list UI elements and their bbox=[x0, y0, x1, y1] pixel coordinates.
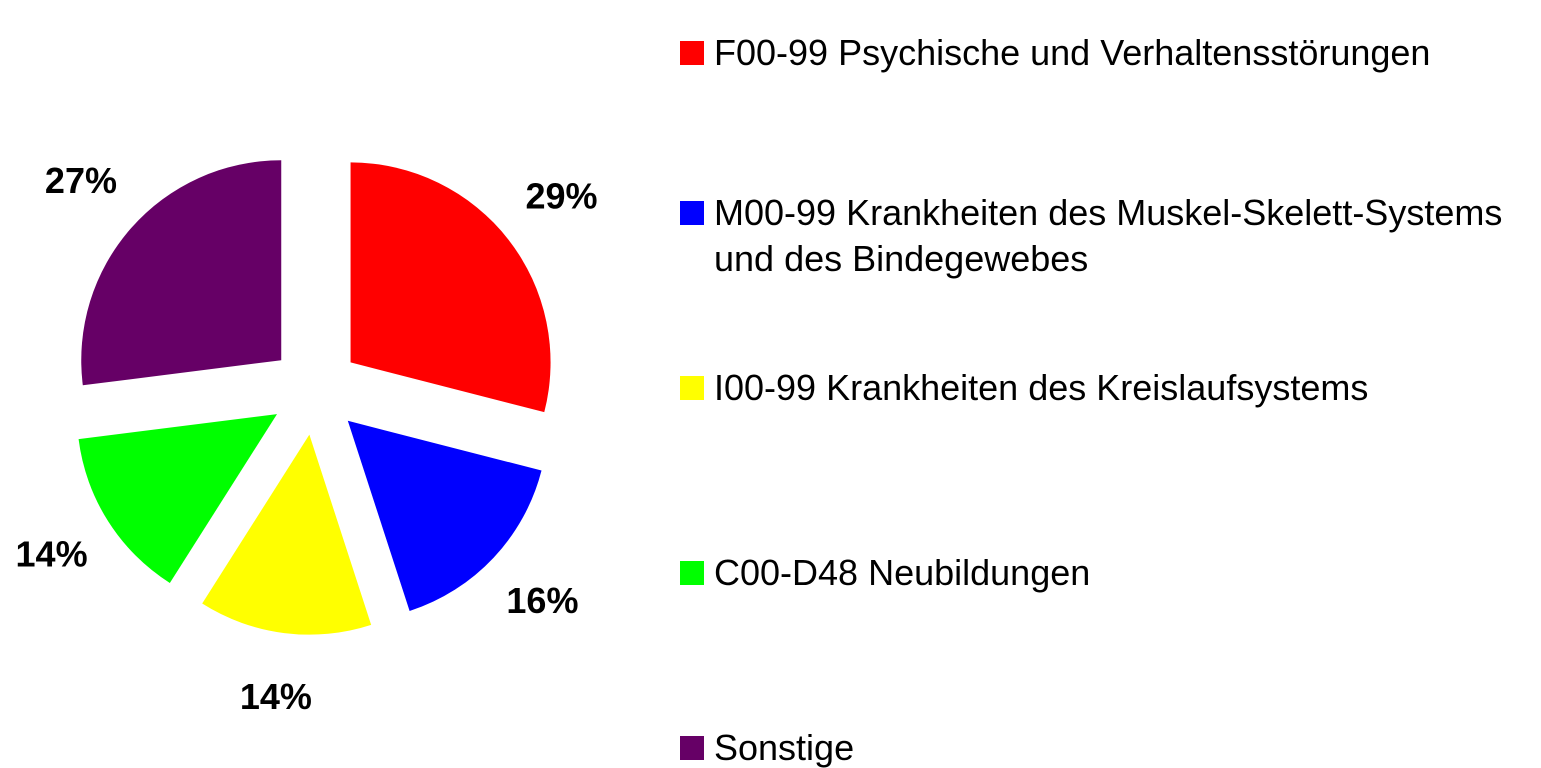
pie-slice bbox=[81, 160, 282, 386]
legend-label: C00-D48 Neubildungen bbox=[714, 552, 1091, 593]
legend-item: I00-99 Krankheiten des Kreislaufsystems bbox=[680, 365, 1520, 411]
legend-swatch bbox=[680, 561, 704, 585]
pie-slice bbox=[350, 162, 551, 413]
data-label: 29% bbox=[525, 175, 597, 216]
legend-label: M00-99 Krankheiten des Muskel-Skelett-Sy… bbox=[714, 192, 1503, 279]
legend-item: C00-D48 Neubildungen bbox=[680, 550, 1520, 596]
data-label: 16% bbox=[506, 580, 578, 621]
legend-swatch bbox=[680, 201, 704, 225]
legend-item: M00-99 Krankheiten des Muskel-Skelett-Sy… bbox=[680, 190, 1520, 282]
pie-area: 29% 16% 14% 14% 27% bbox=[16, 160, 598, 717]
pie-slice bbox=[78, 414, 278, 583]
pie-slice bbox=[202, 434, 372, 635]
legend-swatch bbox=[680, 41, 704, 65]
data-label: 14% bbox=[240, 676, 312, 717]
data-label: 27% bbox=[45, 160, 117, 201]
legend-item: F00-99 Psychische und Verhaltensstörunge… bbox=[680, 30, 1520, 76]
data-label: 14% bbox=[16, 534, 88, 575]
legend-item: Sonstige bbox=[680, 725, 1520, 768]
legend-label: I00-99 Krankheiten des Kreislaufsystems bbox=[714, 367, 1369, 408]
pie-slice bbox=[347, 420, 542, 612]
legend-label: F00-99 Psychische und Verhaltensstörunge… bbox=[714, 32, 1431, 73]
legend-label: Sonstige bbox=[714, 727, 855, 768]
legend-swatch bbox=[680, 376, 704, 400]
legend-swatch bbox=[680, 736, 704, 760]
